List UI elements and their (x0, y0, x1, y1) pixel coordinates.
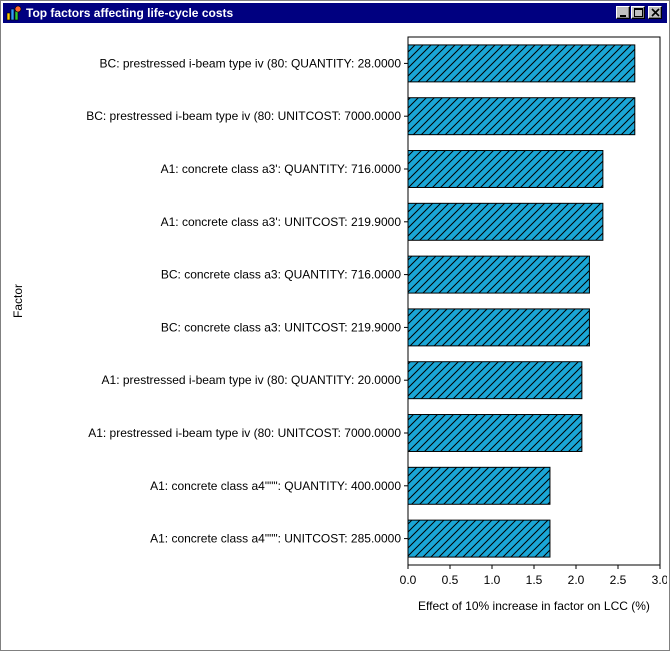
minimize-button[interactable] (616, 6, 630, 19)
category-label: BC: concrete class a3: UNITCOST: 219.900… (161, 320, 401, 334)
x-axis-label: Effect of 10% increase in factor on LCC … (418, 599, 650, 613)
category-label: A1: concrete class a4""": QUANTITY: 400.… (150, 479, 401, 493)
bar (407, 519, 551, 558)
x-tick-label: 0.5 (442, 573, 459, 587)
x-tick-label: 1.0 (484, 573, 501, 587)
chart-area: BC: prestressed i-beam type iv (80: QUAN… (3, 25, 667, 648)
bar (407, 308, 590, 347)
close-icon (651, 8, 660, 17)
category-label: BC: prestressed i-beam type iv (80: QUAN… (100, 56, 402, 70)
close-button[interactable] (648, 6, 662, 19)
category-label: A1: prestressed i-beam type iv (80: UNIT… (88, 426, 401, 440)
bar (407, 150, 604, 188)
category-label: BC: prestressed i-beam type iv (80: UNIT… (86, 109, 401, 123)
x-tick-label: 0.0 (400, 573, 417, 587)
bar (407, 202, 604, 241)
bar (407, 44, 636, 83)
x-tick-label: 1.5 (526, 573, 543, 587)
bar (407, 414, 583, 452)
bar (407, 255, 590, 294)
bar (407, 361, 583, 400)
title-bar[interactable]: Top factors affecting life-cycle costs (3, 3, 667, 23)
bar-chart: BC: prestressed i-beam type iv (80: QUAN… (11, 36, 667, 613)
x-tick-label: 2.5 (610, 573, 627, 587)
minimize-icon (620, 15, 626, 17)
category-label: A1: concrete class a3': UNITCOST: 219.90… (161, 215, 402, 229)
chart-app-icon[interactable] (6, 5, 22, 21)
category-label: A1: prestressed i-beam type iv (80: QUAN… (102, 373, 402, 387)
bar (407, 97, 636, 136)
bar (407, 466, 551, 505)
x-tick-label: 3.0 (652, 573, 667, 587)
y-axis-label: Factor (11, 284, 25, 318)
category-label: A1: concrete class a3': QUANTITY: 716.00… (161, 162, 402, 176)
category-label: BC: concrete class a3: QUANTITY: 716.000… (161, 268, 401, 282)
window-title: Top factors affecting life-cycle costs (26, 6, 234, 20)
category-label: A1: concrete class a4""": UNITCOST: 285.… (150, 532, 401, 546)
x-tick-label: 2.0 (568, 573, 585, 587)
maximize-button[interactable] (631, 6, 645, 19)
maximize-icon (634, 8, 643, 17)
